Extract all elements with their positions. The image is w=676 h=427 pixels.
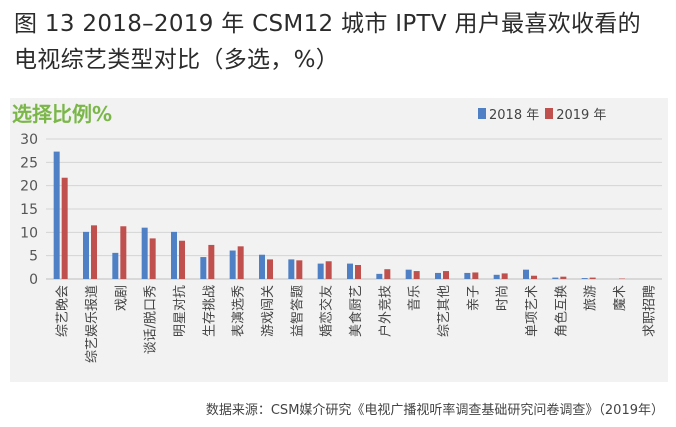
bar-2019 — [237, 246, 244, 279]
bar-2019 — [120, 226, 127, 279]
bar-2018 — [83, 231, 89, 279]
bar-2018 — [171, 231, 177, 279]
chart-panel — [10, 98, 668, 382]
figure-title: 图 13 2018–2019 年 CSM12 城市 IPTV 用户最喜欢收看的电… — [14, 11, 641, 73]
bar-2018 — [376, 273, 383, 279]
x-tick-label: 游戏闯关 — [261, 285, 276, 337]
bar-2018 — [347, 263, 353, 279]
legend-item-2018: 2018 年 — [478, 104, 539, 123]
bar-2019 — [91, 225, 97, 279]
bar-2019 — [413, 271, 420, 279]
bar-2019 — [208, 244, 215, 279]
x-tick-label: 综艺晚会 — [56, 285, 71, 337]
bar-2018 — [405, 269, 412, 279]
bar-2018 — [464, 272, 471, 279]
bar-2018 — [317, 263, 324, 279]
legend-label-2019: 2019 年 — [556, 108, 607, 123]
bar-2018 — [259, 254, 265, 279]
y-tick-label: 15 — [20, 202, 38, 218]
bar-2019 — [296, 260, 303, 279]
source-note: 数据来源：CSM媒介研究《电视广播视听率调查基础研究问卷调查》（2019年） — [205, 403, 664, 418]
bar-2018 — [141, 227, 148, 279]
bar-2019 — [443, 271, 449, 279]
x-tick-label: 益智答题 — [289, 285, 305, 337]
x-tick-label: 户外竞技 — [377, 285, 393, 337]
legend-swatch-2018 — [478, 108, 486, 119]
legend-label-2018: 2018 年 — [489, 108, 540, 123]
x-tick-label: 求职招聘 — [642, 285, 657, 337]
bar-2018 — [200, 257, 207, 279]
y-tick-label: 5 — [29, 249, 38, 265]
x-tick-label: 角色互换 — [553, 285, 569, 337]
bar-2019 — [589, 277, 596, 279]
x-tick-label: 亲子 — [466, 285, 481, 311]
bar-2019 — [61, 177, 68, 279]
bar-2018 — [53, 151, 60, 279]
x-tick-label: 旅游 — [584, 285, 599, 311]
bar-2019 — [501, 273, 508, 279]
x-tick-label: 音乐 — [407, 285, 423, 311]
y-tick-label: 10 — [20, 225, 38, 241]
x-tick-label: 婚恋交友 — [319, 285, 335, 337]
bar-2019 — [384, 269, 391, 279]
bar-2018 — [229, 250, 236, 279]
x-tick-label: 综艺其他 — [437, 285, 452, 337]
x-tick-label: 综艺娱乐报道 — [85, 285, 100, 363]
bar-2019 — [560, 276, 567, 279]
bar-2019 — [472, 272, 479, 279]
bar-2018 — [288, 259, 295, 279]
y-tick-label: 30 — [20, 132, 38, 148]
x-tick-label: 美食厨艺 — [348, 285, 364, 337]
bar-2018 — [493, 274, 500, 279]
legend-item-2019: 2019 年 — [545, 104, 606, 123]
bar-2018 — [523, 269, 529, 279]
x-tick-label: 单项艺术 — [525, 285, 540, 337]
bar-2019 — [531, 275, 537, 279]
bar-2019 — [325, 261, 332, 279]
x-tick-label: 生存挑战 — [202, 285, 217, 337]
bar-2019 — [149, 238, 156, 279]
chart-title: 选择比例% — [12, 102, 113, 126]
bar-2019 — [355, 265, 361, 279]
x-tick-label: 戏剧 — [114, 285, 129, 311]
x-tick-label: 魔术 — [613, 285, 628, 311]
bar-2019 — [267, 259, 273, 279]
chart-legend: 2018 年 2019 年 — [478, 104, 612, 123]
legend-swatch-2019 — [545, 108, 554, 119]
bar-2018 — [581, 278, 588, 279]
bar-2018 — [435, 272, 441, 279]
y-tick-label: 25 — [20, 155, 38, 171]
bar-2019 — [179, 240, 185, 279]
x-tick-label: 明星对抗 — [173, 285, 188, 337]
x-tick-label: 谈话/脱口秀 — [144, 285, 159, 354]
bar-2018 — [112, 252, 119, 279]
x-tick-label: 时尚 — [496, 285, 511, 311]
y-tick-label: 0 — [29, 272, 38, 288]
x-tick-label: 表演选秀 — [231, 285, 247, 337]
bar-2018 — [552, 277, 559, 279]
y-tick-label: 20 — [20, 179, 38, 195]
